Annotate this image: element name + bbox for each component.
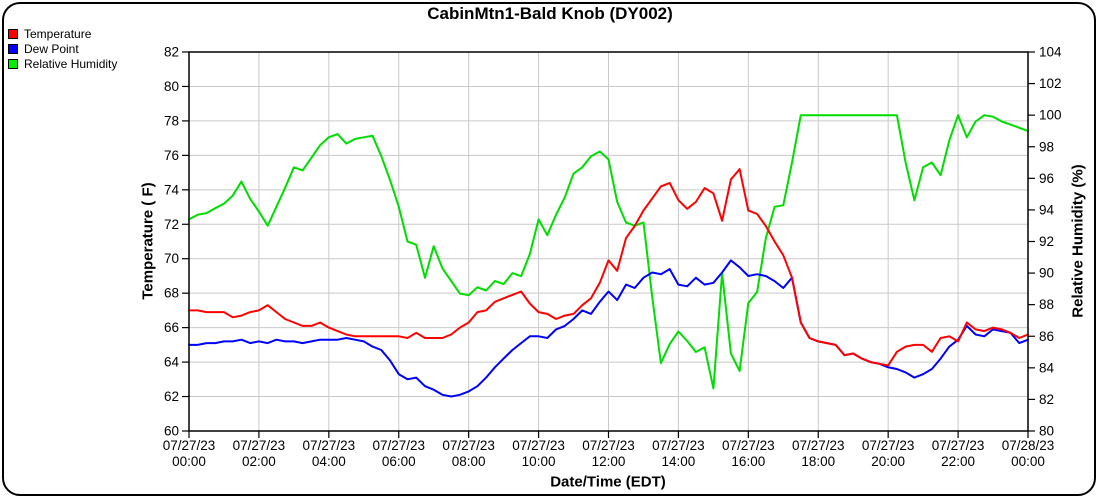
relative-humidity-swatch-icon — [8, 58, 18, 69]
svg-text:80: 80 — [164, 79, 179, 94]
svg-text:98: 98 — [1039, 139, 1054, 154]
series-lines — [188, 114, 1029, 398]
svg-text:82: 82 — [1039, 392, 1054, 407]
svg-text:62: 62 — [164, 389, 179, 404]
svg-text:80: 80 — [1039, 424, 1054, 439]
legend-label-dew-point: Dew Point — [24, 41, 79, 56]
svg-text:72: 72 — [164, 217, 179, 232]
svg-text:07/27/23: 07/27/23 — [932, 438, 985, 453]
temperature-swatch-icon — [8, 28, 18, 39]
svg-text:18:00: 18:00 — [801, 454, 835, 469]
svg-text:00:00: 00:00 — [172, 454, 206, 469]
axis-ticks — [182, 51, 1035, 438]
svg-text:64: 64 — [164, 355, 180, 370]
legend-item-relative-humidity: Relative Humidity — [8, 56, 117, 71]
svg-text:92: 92 — [1039, 234, 1054, 249]
svg-text:88: 88 — [1039, 297, 1054, 312]
svg-text:07/28/23: 07/28/23 — [1002, 438, 1055, 453]
svg-text:20:00: 20:00 — [871, 454, 905, 469]
svg-text:86: 86 — [1039, 329, 1054, 344]
svg-text:14:00: 14:00 — [662, 454, 696, 469]
svg-text:07/27/23: 07/27/23 — [512, 438, 565, 453]
svg-text:22:00: 22:00 — [941, 454, 975, 469]
svg-text:07/27/23: 07/27/23 — [442, 438, 495, 453]
axis-tick-labels: 60 62 64 66 68 70 72 74 76 78 80 82 80 82 84 86 88 90 92 94… — [163, 45, 1062, 470]
svg-text:02:00: 02:00 — [242, 454, 276, 469]
legend-label-relative-humidity: Relative Humidity — [24, 56, 118, 71]
gridlines — [189, 52, 1028, 431]
svg-text:07/27/23: 07/27/23 — [372, 438, 425, 453]
x-axis-title: Date/Time (EDT) — [550, 473, 666, 491]
chart-title: CabinMtn1-Bald Knob (DY002) — [427, 4, 673, 23]
svg-text:84: 84 — [1039, 360, 1055, 375]
svg-text:12:00: 12:00 — [592, 454, 626, 469]
svg-text:10:00: 10:00 — [522, 454, 556, 469]
svg-text:07/27/23: 07/27/23 — [792, 438, 845, 453]
svg-text:07/27/23: 07/27/23 — [233, 438, 286, 453]
svg-text:94: 94 — [1039, 202, 1055, 217]
svg-text:68: 68 — [164, 286, 179, 301]
legend-item-dew-point: Dew Point — [8, 41, 117, 56]
svg-text:104: 104 — [1039, 45, 1062, 60]
svg-text:70: 70 — [164, 251, 179, 266]
svg-text:60: 60 — [164, 424, 179, 439]
legend-item-temperature: Temperature — [8, 26, 117, 41]
svg-text:78: 78 — [164, 113, 179, 128]
svg-text:07/27/23: 07/27/23 — [652, 438, 705, 453]
temperature-line — [188, 168, 1029, 367]
svg-text:96: 96 — [1039, 171, 1054, 186]
svg-text:66: 66 — [164, 320, 179, 335]
svg-text:00:00: 00:00 — [1011, 454, 1045, 469]
legend-label-temperature: Temperature — [24, 26, 92, 41]
svg-text:07/27/23: 07/27/23 — [722, 438, 775, 453]
svg-text:102: 102 — [1039, 76, 1062, 91]
svg-text:06:00: 06:00 — [382, 454, 416, 469]
svg-text:07/27/23: 07/27/23 — [862, 438, 915, 453]
svg-text:07/27/23: 07/27/23 — [582, 438, 635, 453]
svg-text:76: 76 — [164, 148, 179, 163]
svg-text:100: 100 — [1039, 108, 1062, 123]
dew-point-line — [188, 259, 1029, 398]
svg-text:82: 82 — [164, 45, 179, 60]
relative-humidity-line — [188, 114, 1029, 390]
legend: Temperature Dew Point Relative Humidity — [8, 26, 117, 71]
svg-text:08:00: 08:00 — [452, 454, 486, 469]
svg-text:04:00: 04:00 — [312, 454, 346, 469]
svg-text:90: 90 — [1039, 266, 1054, 281]
svg-text:16:00: 16:00 — [731, 454, 765, 469]
dew-point-swatch-icon — [8, 43, 18, 54]
svg-text:07/27/23: 07/27/23 — [163, 438, 216, 453]
svg-text:07/27/23: 07/27/23 — [303, 438, 356, 453]
svg-text:74: 74 — [164, 182, 180, 197]
